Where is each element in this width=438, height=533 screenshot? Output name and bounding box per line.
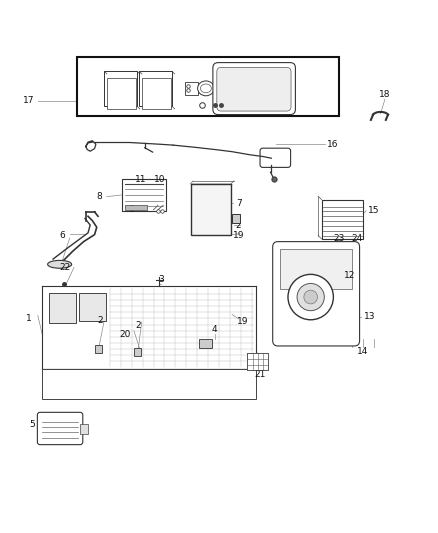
Bar	[107, 78, 136, 109]
Bar	[77, 57, 339, 116]
Text: 14: 14	[357, 347, 369, 356]
Text: 1: 1	[26, 314, 32, 324]
Bar	[49, 293, 76, 323]
Ellipse shape	[198, 81, 214, 96]
Text: 9: 9	[129, 205, 134, 214]
Text: 19: 19	[237, 317, 249, 326]
Text: 2: 2	[97, 316, 103, 325]
Text: 17: 17	[23, 96, 35, 105]
Circle shape	[304, 290, 318, 304]
Text: 7: 7	[236, 199, 241, 208]
Bar	[80, 424, 88, 434]
FancyBboxPatch shape	[213, 62, 295, 115]
Text: 8: 8	[96, 192, 102, 201]
Text: 12: 12	[344, 271, 356, 280]
Ellipse shape	[48, 261, 72, 268]
Bar	[42, 369, 256, 399]
Bar	[95, 345, 102, 353]
Text: 2: 2	[236, 221, 241, 230]
Circle shape	[297, 284, 324, 311]
Text: 19: 19	[233, 231, 244, 239]
Ellipse shape	[201, 84, 212, 93]
Bar	[79, 293, 106, 321]
Text: 15: 15	[368, 206, 380, 215]
Circle shape	[288, 274, 333, 320]
Text: 21: 21	[255, 370, 266, 379]
Text: 23: 23	[333, 235, 345, 244]
FancyBboxPatch shape	[273, 241, 360, 346]
Text: 16: 16	[327, 140, 338, 149]
Bar	[134, 348, 141, 356]
Text: 11: 11	[134, 175, 146, 184]
FancyBboxPatch shape	[217, 67, 291, 111]
Bar	[191, 183, 231, 235]
Text: 2: 2	[135, 321, 141, 330]
Bar	[199, 340, 212, 348]
Bar	[122, 179, 166, 211]
Bar	[321, 200, 363, 239]
Bar	[185, 82, 198, 95]
FancyBboxPatch shape	[37, 413, 83, 445]
Text: 4: 4	[212, 325, 217, 334]
Bar	[280, 249, 352, 289]
Text: 20: 20	[120, 330, 131, 338]
Bar	[232, 214, 240, 223]
Text: 22: 22	[60, 263, 71, 272]
Text: 18: 18	[379, 90, 391, 99]
Bar	[104, 71, 137, 106]
Text: 3: 3	[159, 275, 164, 284]
Bar	[142, 78, 171, 109]
Text: 13: 13	[364, 312, 375, 321]
Bar	[139, 71, 172, 106]
Text: 6: 6	[59, 231, 65, 240]
Text: 24: 24	[351, 235, 362, 244]
Bar	[247, 353, 268, 370]
Text: 5: 5	[29, 420, 35, 429]
FancyBboxPatch shape	[260, 148, 290, 167]
Text: 10: 10	[154, 175, 166, 184]
Bar	[125, 205, 147, 210]
